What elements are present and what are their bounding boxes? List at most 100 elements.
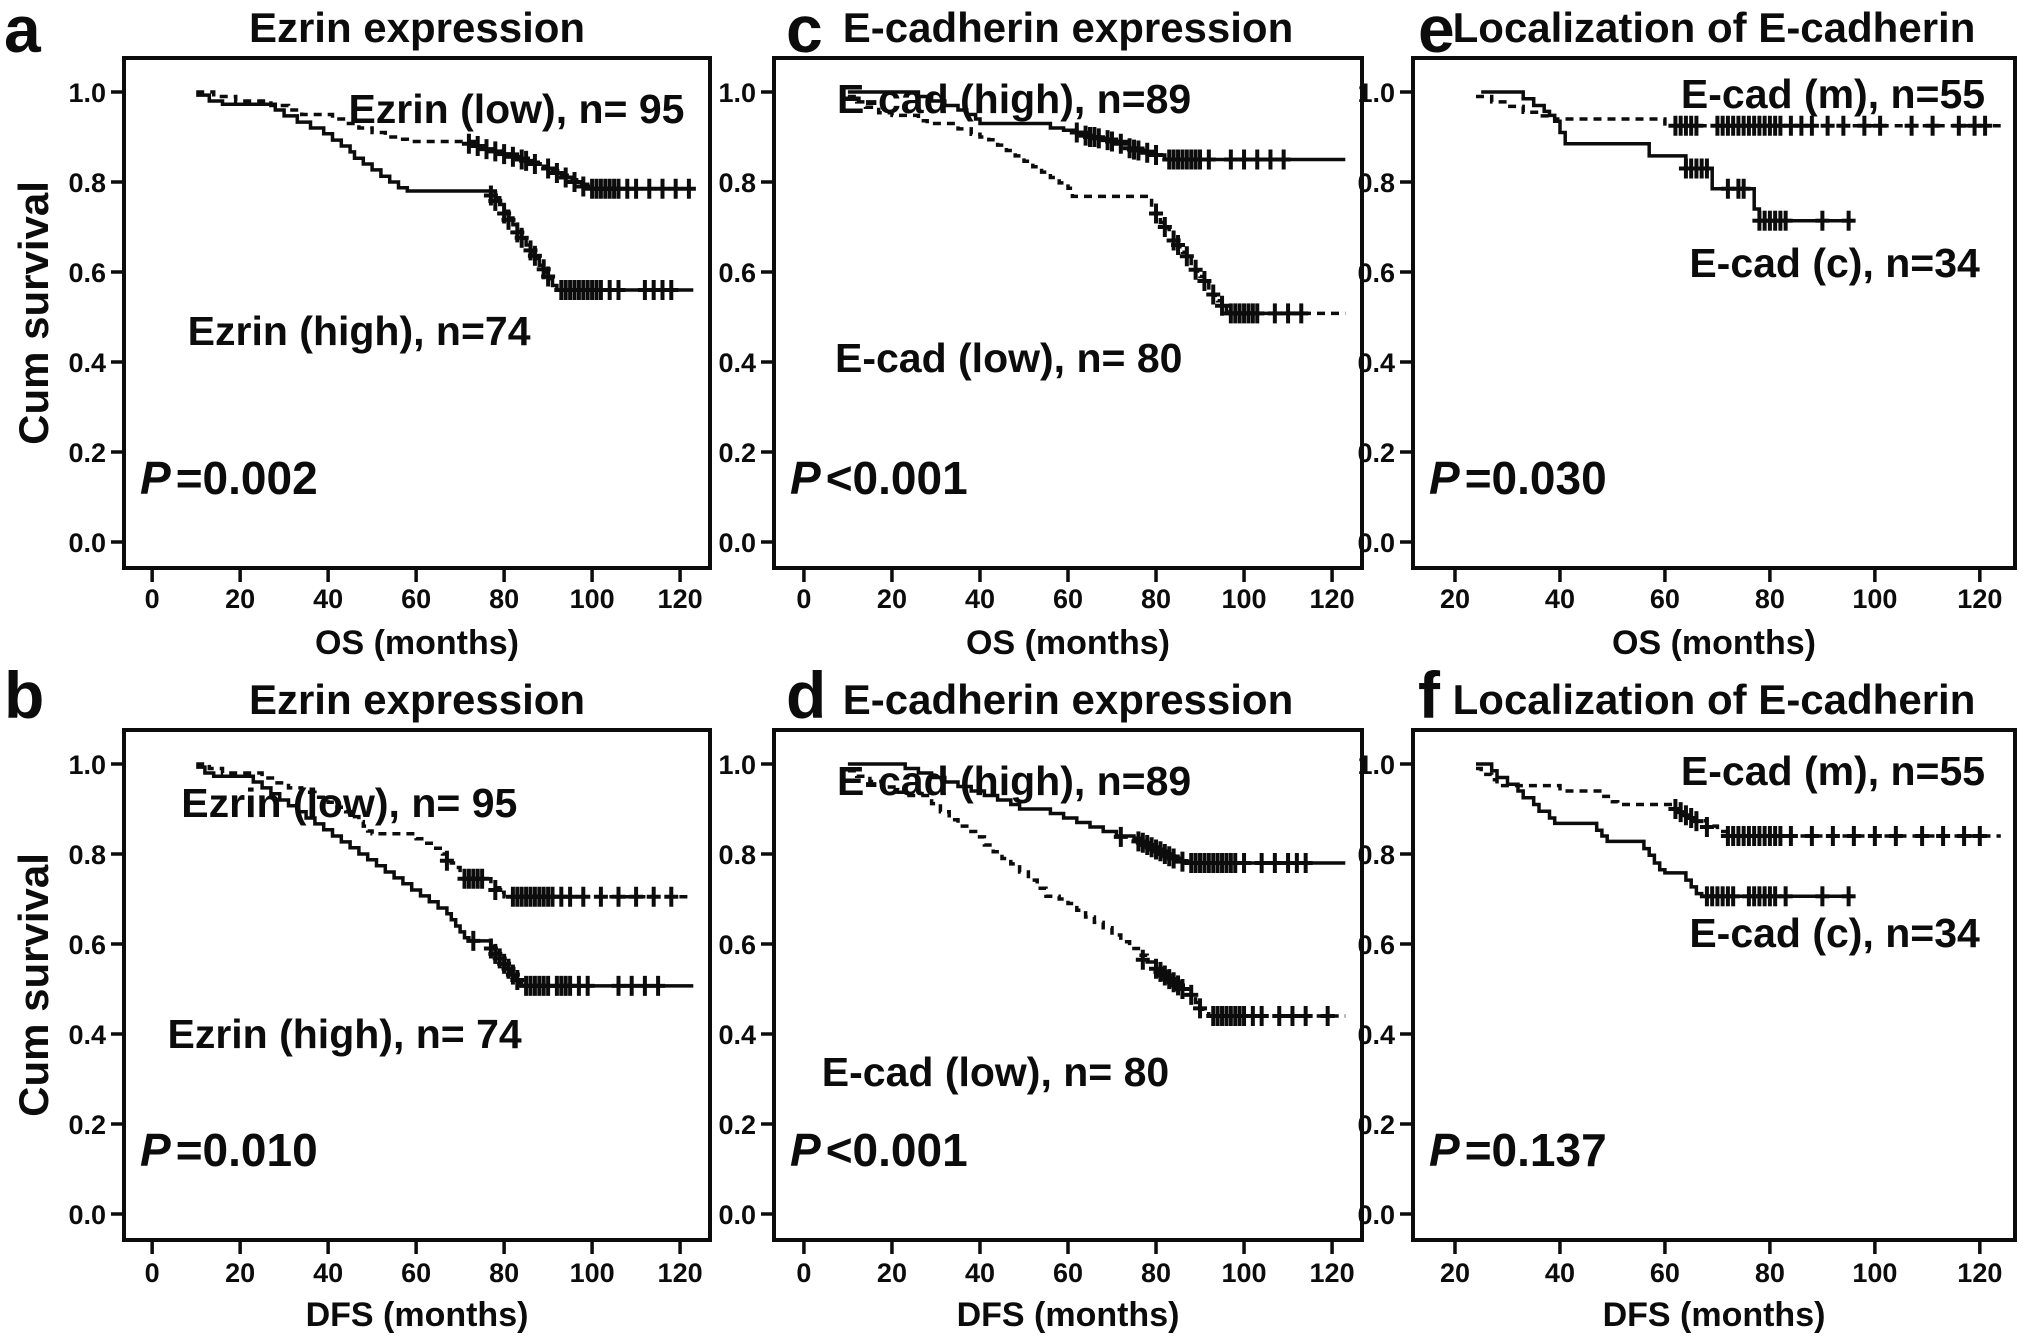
x-tick-label: 80 [1141, 584, 1171, 614]
y-tick-label: 1.0 [718, 78, 756, 108]
y-tick-label: 0.8 [68, 840, 106, 870]
x-axis-label: OS (months) [1612, 624, 1816, 662]
panel-title: Localization of E-cadherin [1452, 4, 1976, 51]
y-tick-label: 0.0 [1357, 1200, 1395, 1230]
y-tick-label: 1.0 [1357, 750, 1395, 780]
panel-plot-c: 1.0 0.8 0.6 0.4 0.2 0.0 0 20 40 60 80 100 120 [718, 56, 1364, 614]
p-value-label: P =0.137 [1429, 1124, 1607, 1176]
panel-plot-d: 1.0 0.8 0.6 0.4 0.2 0.0 0 20 40 60 80 100 120 [718, 728, 1364, 1288]
panel-title: Ezrin expression [248, 676, 586, 723]
y-tick-label: 1.0 [718, 750, 756, 780]
p-value-label: P =0.010 [140, 1124, 318, 1176]
series-label-ezrin-high: Ezrin (high), n= 74 [167, 1011, 522, 1057]
x-tick-label: 120 [1957, 584, 2002, 614]
y-tick-label: 0.0 [718, 1200, 756, 1230]
series-label-ecad-low: E-cad (low), n= 80 [834, 334, 1183, 381]
y-tick-label: 0.2 [68, 438, 106, 468]
y-tick-label: 0.6 [1357, 258, 1395, 288]
y-tick-label: 0.6 [68, 930, 106, 960]
p-value-label: P <0.001 [790, 1124, 968, 1176]
series-label-ecad-cytoplasm: E-cad (c), n=34 [1689, 240, 1980, 286]
y-tick-label: 0.2 [1357, 438, 1395, 468]
series-label-ezrin-high: Ezrin (high), n=74 [187, 308, 531, 355]
series-label-ecad-membrane: E-cad (m), n=55 [1680, 747, 1986, 794]
p-value-label: P =0.002 [140, 452, 318, 504]
series-label-ecad-cytoplasm: E-cad (c), n=34 [1689, 909, 1980, 956]
y-tick-label: 0.2 [718, 1110, 756, 1140]
y-tick-label: 0.6 [718, 930, 756, 960]
y-tick-label: 0.8 [718, 840, 756, 870]
x-tick-label: 0 [796, 1258, 811, 1288]
panel-letter: e [1418, 0, 1455, 66]
panel-letter: f [1418, 658, 1440, 732]
x-tick-label: 80 [1755, 584, 1785, 614]
p-symbol: P [1429, 452, 1460, 504]
series-label-ezrin-low: Ezrin (low), n= 95 [348, 86, 685, 133]
y-tick-label: 0.8 [1357, 840, 1395, 870]
panel-title: Localization of E-cadherin [1452, 676, 1976, 723]
survival-curve-dashed [847, 94, 1346, 316]
panel-plot-b: 1.0 0.8 0.6 0.4 0.2 0.0 0 20 40 60 80 100 120 [68, 728, 712, 1288]
x-tick-label: 40 [965, 1258, 995, 1288]
x-tick-label: 100 [570, 584, 615, 614]
series-label-ecad-low: E-cad (low), n= 80 [821, 1049, 1170, 1096]
y-tick-label: 0.4 [68, 348, 106, 378]
x-tick-label: 0 [145, 584, 160, 614]
p-value-label: P =0.030 [1429, 452, 1607, 504]
x-tick-label: 100 [1852, 584, 1897, 614]
x-tick-label: 120 [1957, 1258, 2002, 1288]
x-axis-label: DFS (months) [956, 1296, 1180, 1334]
y-tick-label: 0.4 [68, 1020, 106, 1050]
x-tick-label: 100 [1852, 1258, 1897, 1288]
x-tick-label: 40 [965, 584, 995, 614]
x-tick-label: 20 [877, 584, 907, 614]
series-label-ecad-high: E-cad (high), n=89 [836, 75, 1192, 122]
y-tick-label: 0.8 [1357, 168, 1395, 198]
y-tick-label: 0.8 [68, 168, 106, 198]
y-tick-label: 0.0 [68, 528, 106, 558]
p-symbol: P [1429, 1124, 1460, 1176]
panel-title: Ezrin expression [248, 4, 586, 51]
panel-title: E-cadherin expression [842, 4, 1294, 51]
x-tick-label: 20 [1440, 584, 1470, 614]
x-axis-label: OS (months) [966, 624, 1170, 662]
y-tick-label: 0.2 [1357, 1110, 1395, 1140]
x-tick-label: 120 [1310, 584, 1355, 614]
series-label-ezrin-low: Ezrin (low), n= 95 [181, 780, 518, 827]
y-tick-label: 0.2 [718, 438, 756, 468]
y-tick-label: 1.0 [1357, 78, 1395, 108]
survival-curve-dashed [1476, 766, 2001, 838]
x-tick-label: 20 [225, 584, 255, 614]
x-tick-label: 60 [401, 584, 431, 614]
x-tick-label: 80 [489, 584, 519, 614]
x-tick-label: 60 [401, 1258, 431, 1288]
x-tick-label: 100 [1222, 1258, 1267, 1288]
p-number: <0.001 [825, 1124, 968, 1176]
p-number: =0.010 [175, 1124, 318, 1176]
p-value-label: P <0.001 [790, 452, 968, 504]
y-tick-label: 0.0 [68, 1200, 106, 1230]
panel-letter: c [786, 0, 823, 66]
y-tick-label: 0.8 [718, 168, 756, 198]
plot-box [1411, 56, 2017, 570]
x-tick-label: 60 [1053, 584, 1083, 614]
x-tick-label: 40 [313, 584, 343, 614]
y-tick-label: 1.0 [68, 750, 106, 780]
p-number: =0.137 [1464, 1124, 1607, 1176]
p-number: =0.002 [175, 452, 318, 504]
y-tick-label: 0.4 [1357, 1020, 1395, 1050]
y-tick-label: 1.0 [68, 78, 106, 108]
panel-letter: d [786, 658, 827, 732]
x-tick-label: 20 [877, 1258, 907, 1288]
x-tick-label: 0 [796, 584, 811, 614]
p-symbol: P [140, 1124, 171, 1176]
plot-box [772, 728, 1364, 1242]
x-tick-label: 120 [658, 1258, 703, 1288]
y-tick-label: 0.6 [718, 258, 756, 288]
x-tick-label: 40 [1545, 584, 1575, 614]
survival-curve-dashed [847, 769, 1346, 1018]
x-tick-label: 20 [1440, 1258, 1470, 1288]
x-axis-label: OS (months) [315, 624, 519, 662]
